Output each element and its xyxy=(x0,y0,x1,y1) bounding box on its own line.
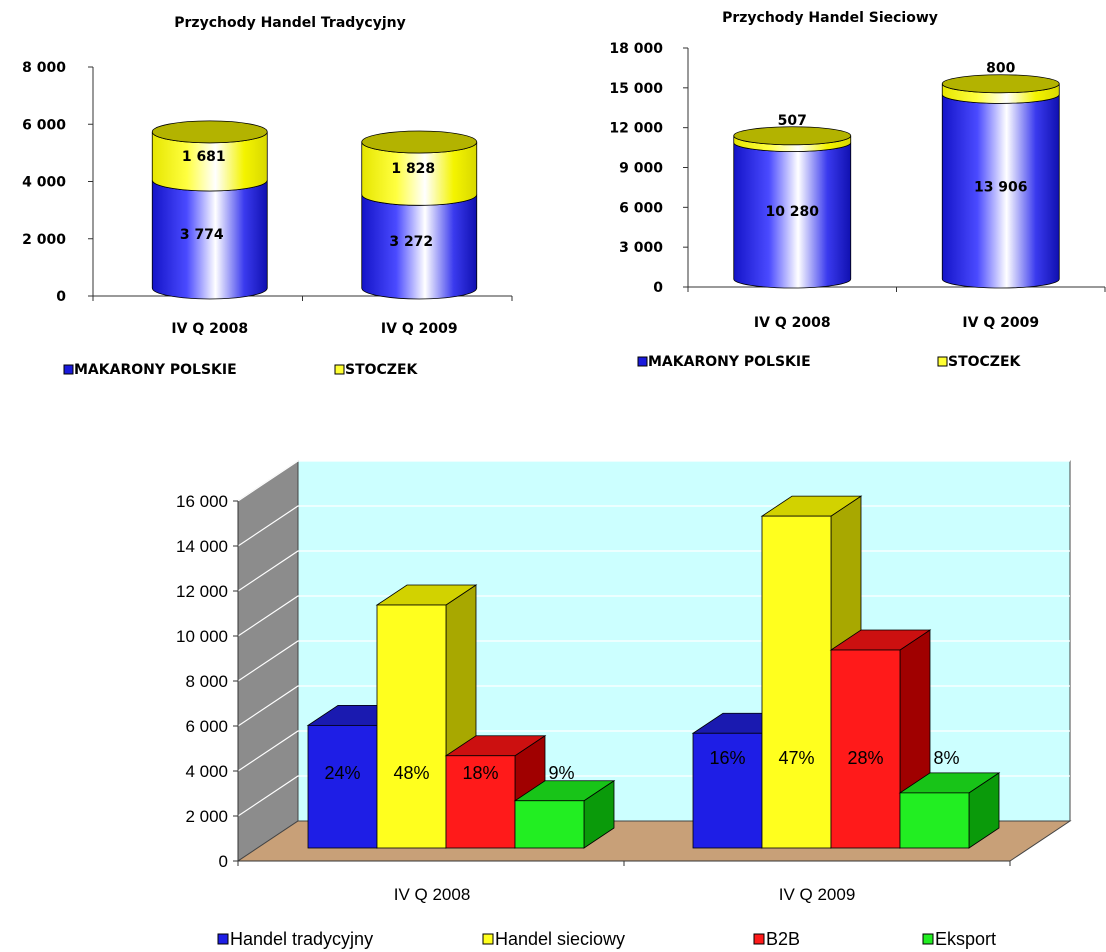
cylinder-top xyxy=(941,74,1060,94)
y-tick-label: 0 xyxy=(653,280,663,296)
x-tick-label: IV Q 2009 xyxy=(962,315,1039,331)
legend-label: MAKARONY POLSKIE xyxy=(74,362,237,378)
y-tick-label: 6 000 xyxy=(185,717,228,736)
cylinder-chart-1: Przychody Handel Tradycyjny 0 2 000 4 000 6 … xyxy=(22,15,513,378)
legend-item: STOCZEK xyxy=(937,354,1022,370)
data-label: 800 xyxy=(986,61,1015,77)
bar: 9% xyxy=(513,763,616,849)
legend-label: Eksport xyxy=(935,929,996,949)
data-label: 24% xyxy=(324,763,360,783)
legend-label: MAKARONY POLSKIE xyxy=(648,354,811,370)
legend-swatch xyxy=(637,356,648,367)
x-tick-label: IV Q 2009 xyxy=(381,321,458,337)
data-label: 18% xyxy=(462,763,498,783)
y-tick-label: 3 000 xyxy=(619,240,663,256)
bar-front xyxy=(899,792,970,849)
data-label: 9% xyxy=(548,763,574,783)
chart-title: Przychody Handel Sieciowy xyxy=(722,10,938,26)
legend-item: MAKARONY POLSKIE xyxy=(63,362,237,378)
legend-item: MAKARONY POLSKIE xyxy=(637,354,811,370)
legend-label: STOCZEK xyxy=(948,354,1022,370)
data-label: 3 774 xyxy=(180,227,224,243)
cylinder-top xyxy=(151,120,268,144)
data-label: 13 906 xyxy=(974,180,1028,196)
bar-front xyxy=(307,724,378,849)
legend-item: STOCZEK xyxy=(334,362,419,378)
legend-item: Handel sieciowy xyxy=(482,929,625,949)
legend-item: B2B xyxy=(753,929,800,949)
gridline xyxy=(237,460,1070,502)
data-label: 507 xyxy=(778,113,807,129)
y-tick-label: 2 000 xyxy=(185,807,228,826)
data-label: 16% xyxy=(709,748,745,768)
y-tick-label: 15 000 xyxy=(609,81,663,97)
data-label: 10 280 xyxy=(765,204,819,220)
legend-swatch xyxy=(217,933,229,945)
y-tick-label: 12 000 xyxy=(176,582,228,601)
y-tick-label: 9 000 xyxy=(619,161,663,177)
data-label: 48% xyxy=(393,763,429,783)
x-tick-label: IV Q 2009 xyxy=(779,885,856,904)
chart-title: Przychody Handel Tradycyjny xyxy=(174,15,406,31)
data-label: 8% xyxy=(933,748,959,768)
y-tick-label: 12 000 xyxy=(609,121,663,137)
bar: 8% xyxy=(898,748,1001,849)
legend-swatch xyxy=(334,364,345,375)
y-tick-label: 10 000 xyxy=(176,627,228,646)
legend-label: Handel tradycyjny xyxy=(230,929,373,949)
cylinder-top xyxy=(361,130,478,154)
y-tick-label: 6 000 xyxy=(619,200,663,216)
y-tick-label: 4 000 xyxy=(185,762,228,781)
data-label: 1 681 xyxy=(182,149,226,165)
y-tick-label: 0 xyxy=(56,289,66,305)
y-tick-label: 14 000 xyxy=(176,537,228,556)
y-tick-label: 6 000 xyxy=(22,117,66,133)
legend-label: B2B xyxy=(766,929,800,949)
category-group: 24% 48% 18% 9% IV Q 2008 xyxy=(306,584,616,904)
y-tick-label: 0 xyxy=(219,852,228,871)
legend-swatch xyxy=(922,933,934,945)
grouped-bar-chart: 0 2 000 4 000 6 000 8 000 10 000 12 000 14 000 1… xyxy=(176,460,1072,949)
x-tick-label: IV Q 2008 xyxy=(171,321,248,337)
data-label: 3 272 xyxy=(389,234,433,250)
y-tick-label: 8 000 xyxy=(22,60,66,76)
legend-swatch xyxy=(753,933,765,945)
y-tick-label: 4 000 xyxy=(22,175,66,191)
bar-front xyxy=(761,515,832,849)
bar-front xyxy=(830,649,901,849)
y-tick-label: 16 000 xyxy=(176,492,228,511)
legend-swatch xyxy=(482,933,494,945)
y-tick-label: 18 000 xyxy=(609,41,663,57)
legend-label: Handel sieciowy xyxy=(495,929,625,949)
legend-item: Eksport xyxy=(922,929,996,949)
x-tick-label: IV Q 2008 xyxy=(754,315,831,331)
x-tick-label: IV Q 2008 xyxy=(394,885,471,904)
cylinder-chart-2: Przychody Handel Sieciowy 0 3 000 6 000 9 00… xyxy=(609,10,1106,370)
cylinder-top xyxy=(733,126,852,146)
y-tick-label: 2 000 xyxy=(22,232,66,248)
data-label: 28% xyxy=(847,748,883,768)
bar-front xyxy=(376,604,447,849)
legend-item: Handel tradycyjny xyxy=(217,929,373,949)
data-label: 1 828 xyxy=(391,161,435,177)
data-label: 47% xyxy=(778,748,814,768)
bar-front xyxy=(514,800,585,849)
bar-front xyxy=(692,732,763,849)
category-group: 16% 47% 28% 8% IV Q 2009 xyxy=(691,495,1001,904)
legend-label: STOCZEK xyxy=(345,362,419,378)
legend-swatch xyxy=(63,364,74,375)
legend-swatch xyxy=(937,356,948,367)
y-tick-label: 8 000 xyxy=(185,672,228,691)
